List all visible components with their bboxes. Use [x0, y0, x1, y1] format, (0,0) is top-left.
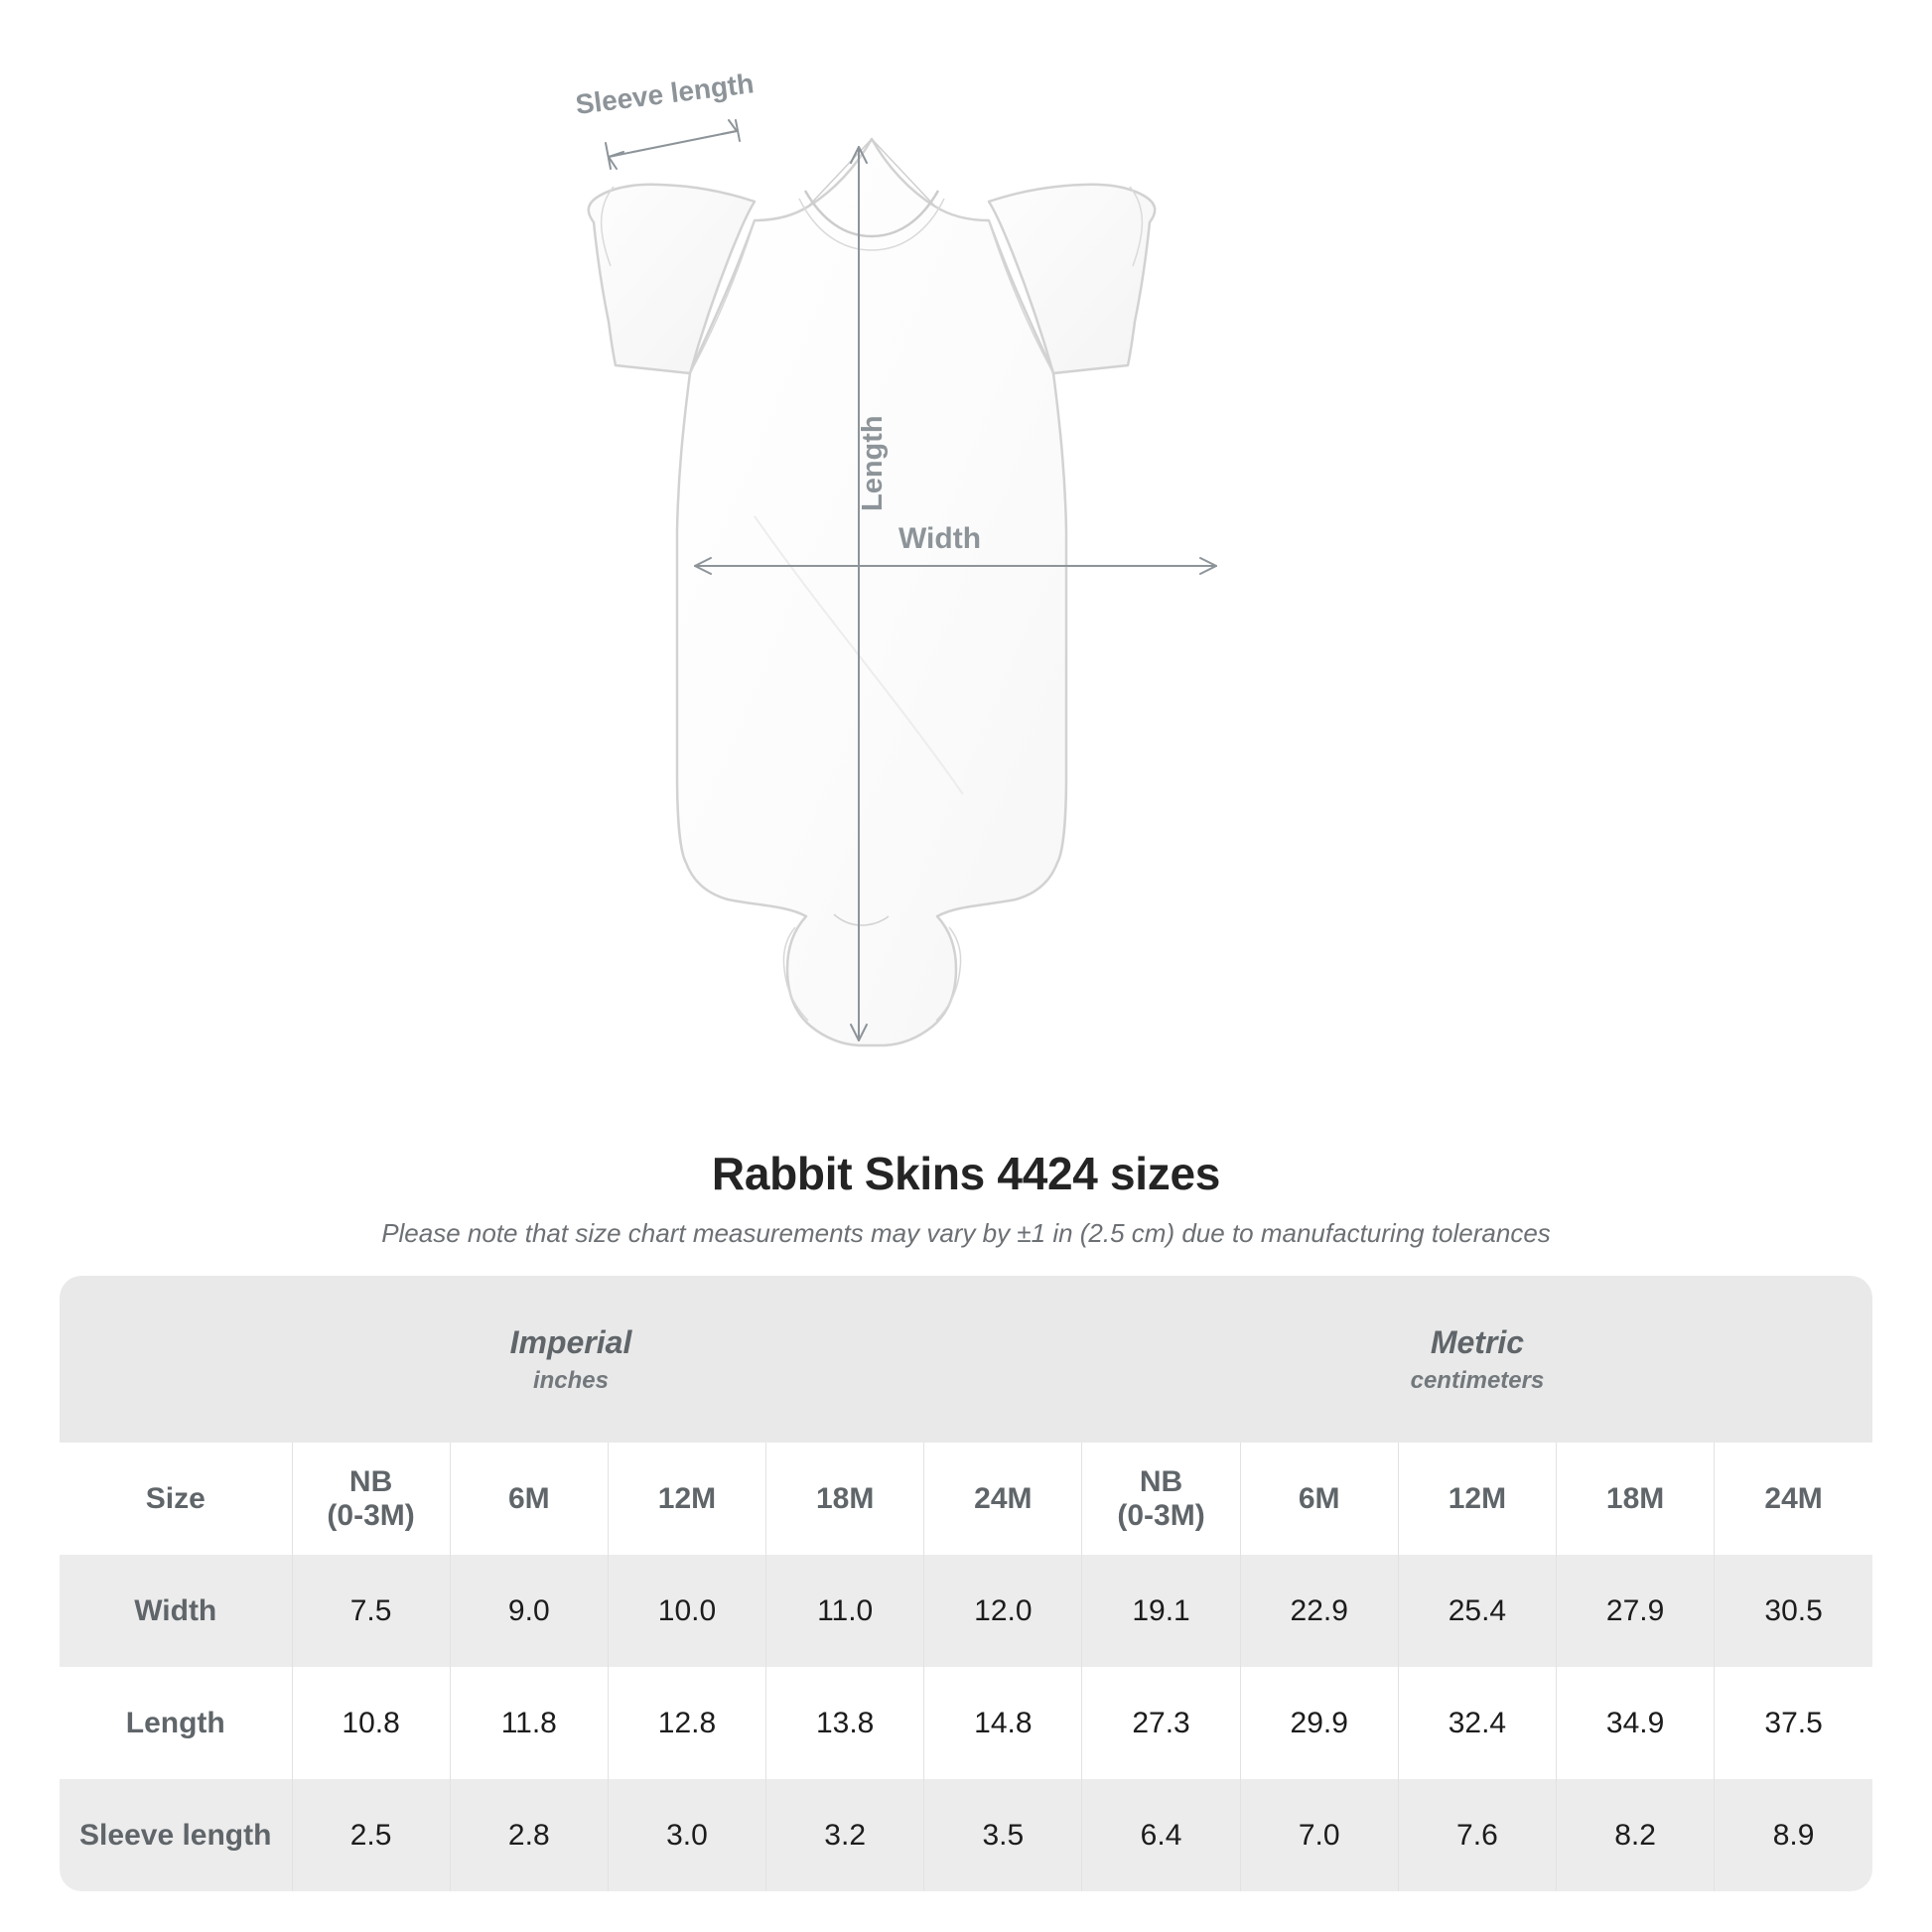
svg-text:Sleeve length: Sleeve length [574, 68, 756, 120]
svg-text:Width: Width [898, 522, 981, 555]
svg-text:Length: Length [857, 415, 889, 511]
